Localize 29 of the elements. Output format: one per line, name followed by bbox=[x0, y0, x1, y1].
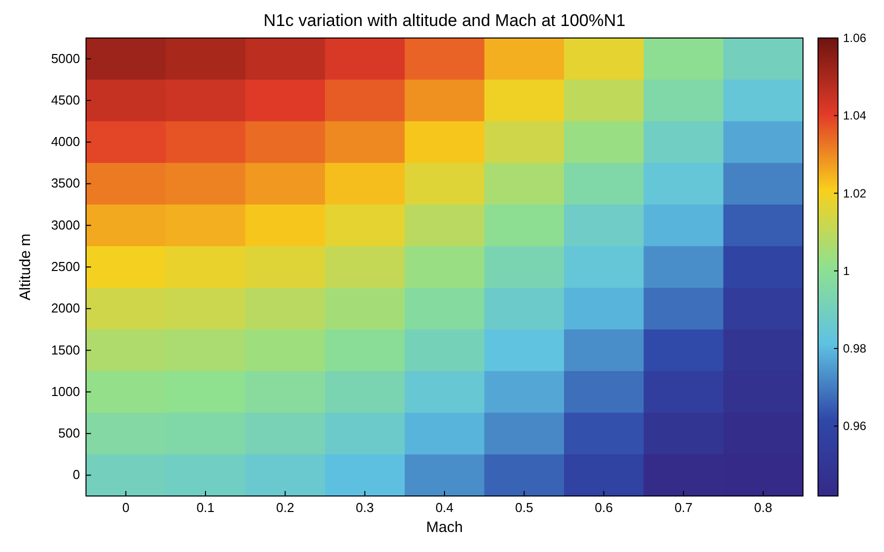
y-tick-label: 500 bbox=[58, 426, 80, 441]
color-bar-label: 1.04 bbox=[843, 108, 867, 123]
color-bar-label: 0.98 bbox=[843, 342, 867, 356]
y-tick-label: 4500 bbox=[51, 92, 80, 108]
color-bar-label: 1.06 bbox=[843, 31, 867, 45]
y-tick-label: 2000 bbox=[51, 300, 80, 316]
color-bar-label: 0.96 bbox=[843, 419, 867, 434]
y-tick-label: 0 bbox=[72, 467, 80, 482]
x-tick-label: 0.1 bbox=[196, 500, 215, 515]
x-tick-label: 0.8 bbox=[754, 500, 772, 515]
y-tick-label: 4000 bbox=[51, 134, 80, 150]
y-tick-label: 1500 bbox=[51, 342, 80, 358]
y-tick-label: 1000 bbox=[51, 384, 80, 399]
x-axis-title: Mach bbox=[426, 519, 463, 536]
color-bar-label: 1 bbox=[843, 264, 850, 278]
x-tick-label: 0.6 bbox=[594, 500, 613, 515]
color-bar-label: 1.02 bbox=[843, 186, 867, 200]
y-axis-title: Altitude m bbox=[17, 234, 34, 300]
x-tick-label: 0.7 bbox=[674, 500, 693, 515]
chart-title: N1c variation with altitude and Mach at 100%N1 bbox=[264, 11, 626, 30]
x-tick-label: 0.3 bbox=[356, 500, 374, 515]
y-tick-label: 3000 bbox=[51, 217, 80, 232]
x-tick-label: 0.5 bbox=[515, 500, 534, 515]
x-tick-label: 0.4 bbox=[435, 500, 454, 515]
y-tick-label: 3500 bbox=[51, 176, 80, 191]
x-tick-label: 0 bbox=[122, 500, 130, 515]
x-tick-label: 0.2 bbox=[276, 500, 294, 515]
y-tick-label: 5000 bbox=[51, 50, 80, 66]
y-tick-label: 2500 bbox=[51, 259, 80, 274]
